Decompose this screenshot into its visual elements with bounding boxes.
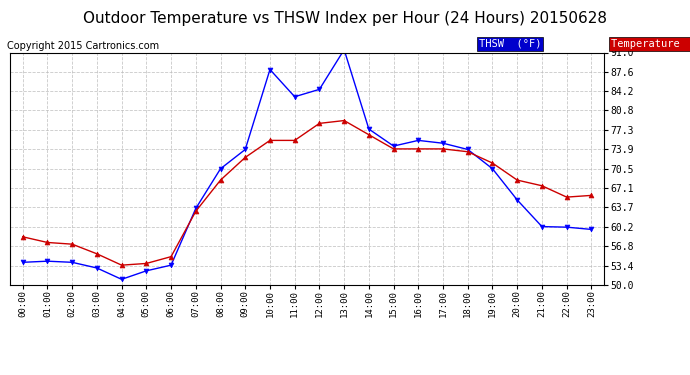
Text: Temperature  (°F): Temperature (°F) bbox=[611, 39, 690, 49]
Text: Copyright 2015 Cartronics.com: Copyright 2015 Cartronics.com bbox=[7, 41, 159, 51]
Text: Outdoor Temperature vs THSW Index per Hour (24 Hours) 20150628: Outdoor Temperature vs THSW Index per Ho… bbox=[83, 11, 607, 26]
Text: THSW  (°F): THSW (°F) bbox=[479, 39, 541, 49]
